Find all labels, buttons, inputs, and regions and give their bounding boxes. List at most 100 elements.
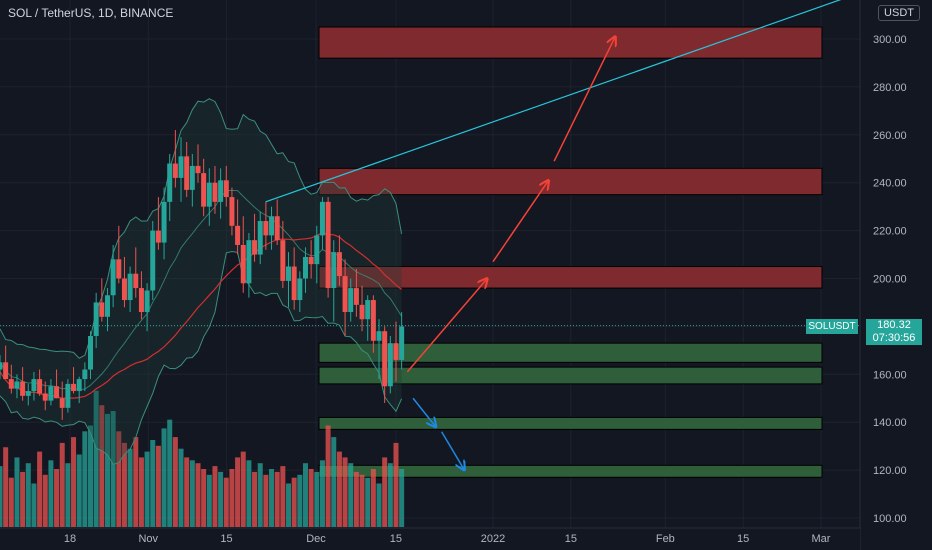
candle-body (93, 302, 99, 336)
volume-bar (297, 474, 303, 527)
volume-bar (291, 477, 297, 527)
resistance-zone (318, 167, 823, 196)
volume-bar (314, 471, 320, 527)
candle-body (172, 163, 178, 178)
y-tick-label: 120.00 (873, 465, 907, 477)
volume-bar (189, 460, 195, 527)
volume-bar (65, 463, 71, 527)
candle-body (201, 173, 207, 207)
candle-body (246, 240, 252, 284)
volume-bar (263, 474, 269, 527)
volume-bar (274, 471, 280, 527)
candle-body (348, 288, 354, 313)
volume-bar (167, 419, 173, 527)
y-tick-label: 240.00 (873, 178, 907, 190)
candle-body (25, 391, 31, 396)
volume-bar (399, 469, 405, 527)
x-tick-label: 15 (390, 533, 402, 545)
volume-bar (325, 425, 331, 527)
volume-bar (48, 460, 54, 527)
bollinger-upper-line (0, 98, 403, 359)
y-tick-label: 100.00 (873, 513, 907, 525)
up-arrow (492, 180, 549, 263)
volume-bar (257, 463, 263, 527)
volume-bar (201, 469, 207, 527)
candle-body (3, 362, 9, 380)
candle-body (37, 379, 43, 394)
volume-bar (99, 405, 105, 527)
candle-body (212, 182, 218, 202)
volume-bar (20, 471, 26, 527)
candle-body (121, 278, 127, 301)
y-tick-label: 280.00 (873, 82, 907, 94)
candle-body (393, 343, 399, 360)
volume-bar (88, 425, 94, 527)
down-arrow (412, 397, 436, 427)
volume-bar (387, 463, 393, 527)
candle-body (274, 216, 280, 241)
volume-bar (206, 474, 212, 527)
candle-body (342, 276, 348, 313)
volume-bar (229, 469, 235, 527)
candle-body (189, 165, 195, 190)
candle-body (297, 278, 303, 301)
candle-body (20, 381, 26, 396)
candle-body (263, 221, 269, 236)
volume-bar (218, 471, 224, 527)
y-tick-label: 140.00 (873, 417, 907, 429)
up-arrow (406, 279, 487, 373)
candle-body (116, 259, 122, 279)
price-axis-background (860, 0, 932, 550)
volume-bar (286, 483, 292, 527)
resistance-zone (318, 26, 823, 59)
candle-body (8, 379, 14, 389)
candle-body (280, 240, 286, 281)
volume-bar (195, 463, 201, 527)
volume-bar (302, 463, 308, 527)
volume-bar (336, 451, 342, 527)
bar-countdown: 07:30:56 (872, 332, 916, 344)
last-price-label: 180.32 07:30:56 (866, 319, 922, 345)
volume-bar (223, 477, 229, 527)
candle-body (178, 156, 184, 178)
candle-body (291, 266, 297, 301)
x-tick-label: Mar (812, 533, 831, 545)
up-arrow (553, 37, 615, 162)
volume-bar (31, 483, 37, 527)
x-tick-label: 15 (565, 533, 577, 545)
candle-body (370, 300, 376, 341)
candle-body (353, 288, 359, 305)
candle-body (376, 331, 382, 341)
candle-body (14, 381, 20, 389)
candle-body (325, 201, 331, 289)
candle-body (59, 398, 65, 408)
chart-title: SOL / TetherUS, 1D, BINANCE (8, 6, 174, 20)
candle-body (269, 216, 275, 236)
candle-body (104, 295, 110, 317)
x-tick-label: Dec (306, 533, 326, 545)
candle-body (54, 386, 60, 399)
currency-button[interactable]: USDT (878, 5, 920, 21)
volume-bar (252, 471, 258, 527)
volume-bar (155, 445, 161, 527)
volume-bar (76, 454, 82, 527)
volume-bar (138, 457, 144, 527)
volume-bar (93, 390, 99, 527)
volume-bar (144, 451, 150, 527)
volume-bar (71, 437, 77, 527)
volume-bar (82, 431, 88, 527)
candle-body (252, 240, 258, 255)
candle-body (138, 288, 144, 313)
candle-body (387, 343, 393, 387)
candle-body (42, 393, 48, 401)
x-tick-label: 2022 (481, 533, 505, 545)
volume-bar (110, 411, 116, 527)
volume-bar (184, 457, 190, 527)
trendline (265, 0, 842, 203)
candle-body (167, 163, 173, 202)
volume-bar (25, 463, 31, 527)
volume-bar (127, 448, 133, 527)
down-arrow (440, 431, 465, 470)
